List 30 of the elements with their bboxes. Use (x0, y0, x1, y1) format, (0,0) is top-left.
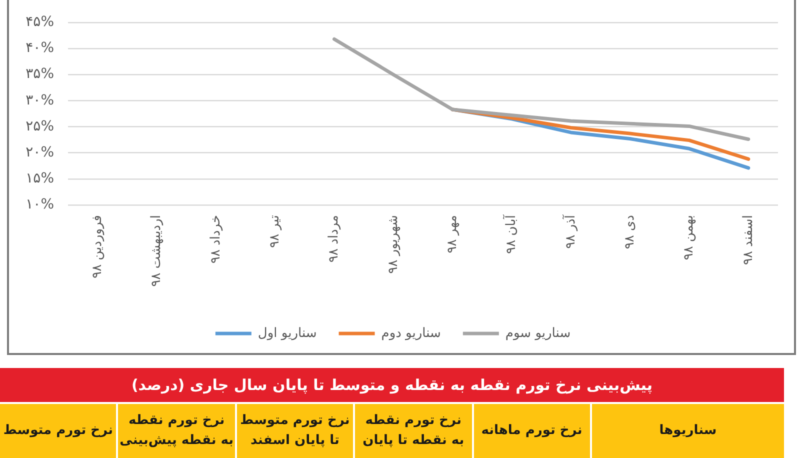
x-tick-label: دی ۹۸ (622, 214, 638, 250)
x-tick-label: شهریور ۹۸ (386, 215, 401, 274)
x-tick-label: خرداد ۹۸ (208, 215, 224, 264)
x-tick-label: مرداد ۹۸ (326, 215, 342, 262)
y-tick-label: ۲۵% (26, 118, 54, 134)
text: نرخ تورم متوسط (3, 422, 114, 440)
legend-label: سناریو اول (258, 326, 317, 341)
x-tick-label: بهمن ۹۸ (682, 215, 697, 260)
y-tick-label: ۱۰% (26, 196, 54, 213)
x-tick-label: مهر ۹۸ (444, 215, 460, 254)
y-tick-label: ۱۵% (26, 170, 54, 187)
x-tick-label: فروردین ۹۸ (90, 215, 105, 278)
text: سناریوها (659, 422, 717, 440)
text: نرخ تورم نقطه به نقطه پیش‌بینی (120, 412, 234, 450)
y-tick-label: ۴۵% (26, 14, 54, 30)
text: نرخ تورم ماهانه (481, 422, 582, 440)
y-tick-label: ۲۰% (26, 144, 54, 160)
x-tick-label: اردیبهشت ۹۸ (149, 215, 164, 287)
y-tick-label: ۳۵% (26, 66, 54, 82)
x-tick-label: آبان ۹۸ (502, 214, 520, 254)
text: پیش‌بینی نرخ تورم نقطه به نقطه و متوسط تا پایان سال جاری (درصد) (0, 368, 784, 402)
text: نرخ تورم نقطه به نقطه تا پایان (362, 412, 464, 450)
y-tick-label: ۳۰% (26, 92, 54, 108)
x-tick-label: تیر ۹۸ (267, 214, 282, 248)
text: نرخ تورم متوسط تا پایان اسفند (240, 412, 350, 450)
legend-label: سناریو سوم (505, 326, 571, 341)
x-tick-label: آذر ۹۸ (561, 214, 578, 249)
x-tick-label: اسفند ۹۸ (740, 215, 756, 265)
y-tick-label: ۴۰% (26, 40, 54, 56)
legend-label: سناریو دوم (381, 326, 441, 341)
